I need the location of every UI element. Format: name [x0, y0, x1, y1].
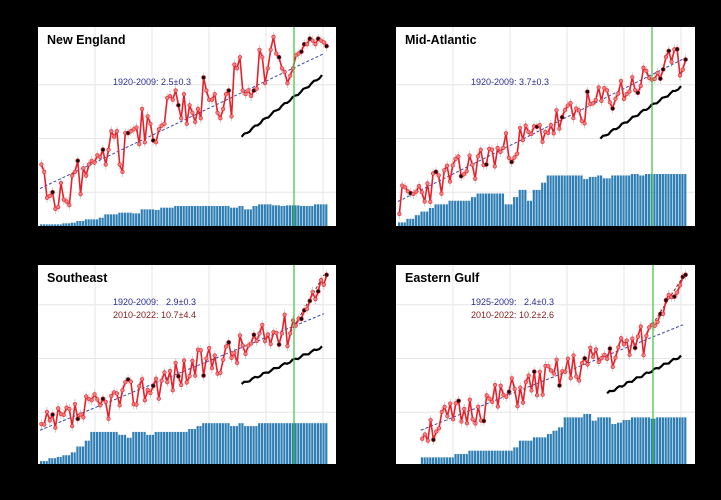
series-markers — [420, 272, 688, 443]
trend-annotation-recent: 2010-2022: 10.2±2.6 — [471, 310, 555, 320]
reference-curve — [606, 354, 682, 395]
plot-area — [38, 27, 336, 226]
chart-panel-new-england: New England 1920-2009: 2.5±0.3 — [38, 27, 336, 226]
reference-curve — [240, 345, 323, 385]
plot-area — [396, 27, 695, 226]
trend-annotation-recent: 2010-2022: 10.7±4.4 — [113, 310, 197, 320]
trend-annotation-early: 1920-2009: 2.9±0.3 — [113, 297, 197, 307]
chart-panel-eastern-gulf: Eastern Gulf 1925-2009: 2.4±0.3 2010-202… — [396, 265, 695, 464]
plot-area — [396, 265, 695, 464]
trend-lines — [397, 58, 684, 202]
chart-panel-mid-atlantic: Mid-Atlantic 1920-2009: 3.7±0.3 — [396, 27, 695, 226]
series-markers — [397, 46, 688, 216]
panel-title: New England — [47, 33, 126, 47]
series-markers — [39, 34, 329, 211]
panel-title: Southeast — [47, 271, 108, 285]
reference-curve — [240, 74, 323, 138]
reference-curve — [599, 85, 682, 140]
panel-title: Eastern Gulf — [405, 271, 480, 285]
coverage-bars — [40, 204, 328, 226]
annual-series-line — [40, 36, 328, 211]
chart-panel-southeast: Southeast 1920-2009: 2.9±0.3 2010-2022: … — [38, 265, 336, 464]
trend-annotation-early: 1925-2009: 2.4±0.3 — [471, 297, 555, 307]
error-bars — [40, 31, 328, 214]
trend-lines — [39, 53, 325, 190]
panel-title: Mid-Atlantic — [405, 33, 477, 47]
gridlines — [38, 27, 336, 226]
series-markers — [39, 272, 329, 430]
plot-area — [38, 265, 336, 464]
trend-annotation: 1920-2009: 2.5±0.3 — [113, 77, 192, 87]
coverage-bars — [420, 414, 687, 464]
coverage-bars — [40, 423, 328, 464]
coverage-bars — [398, 174, 687, 226]
trend-annotation: 1920-2009: 3.7±0.3 — [471, 77, 550, 87]
